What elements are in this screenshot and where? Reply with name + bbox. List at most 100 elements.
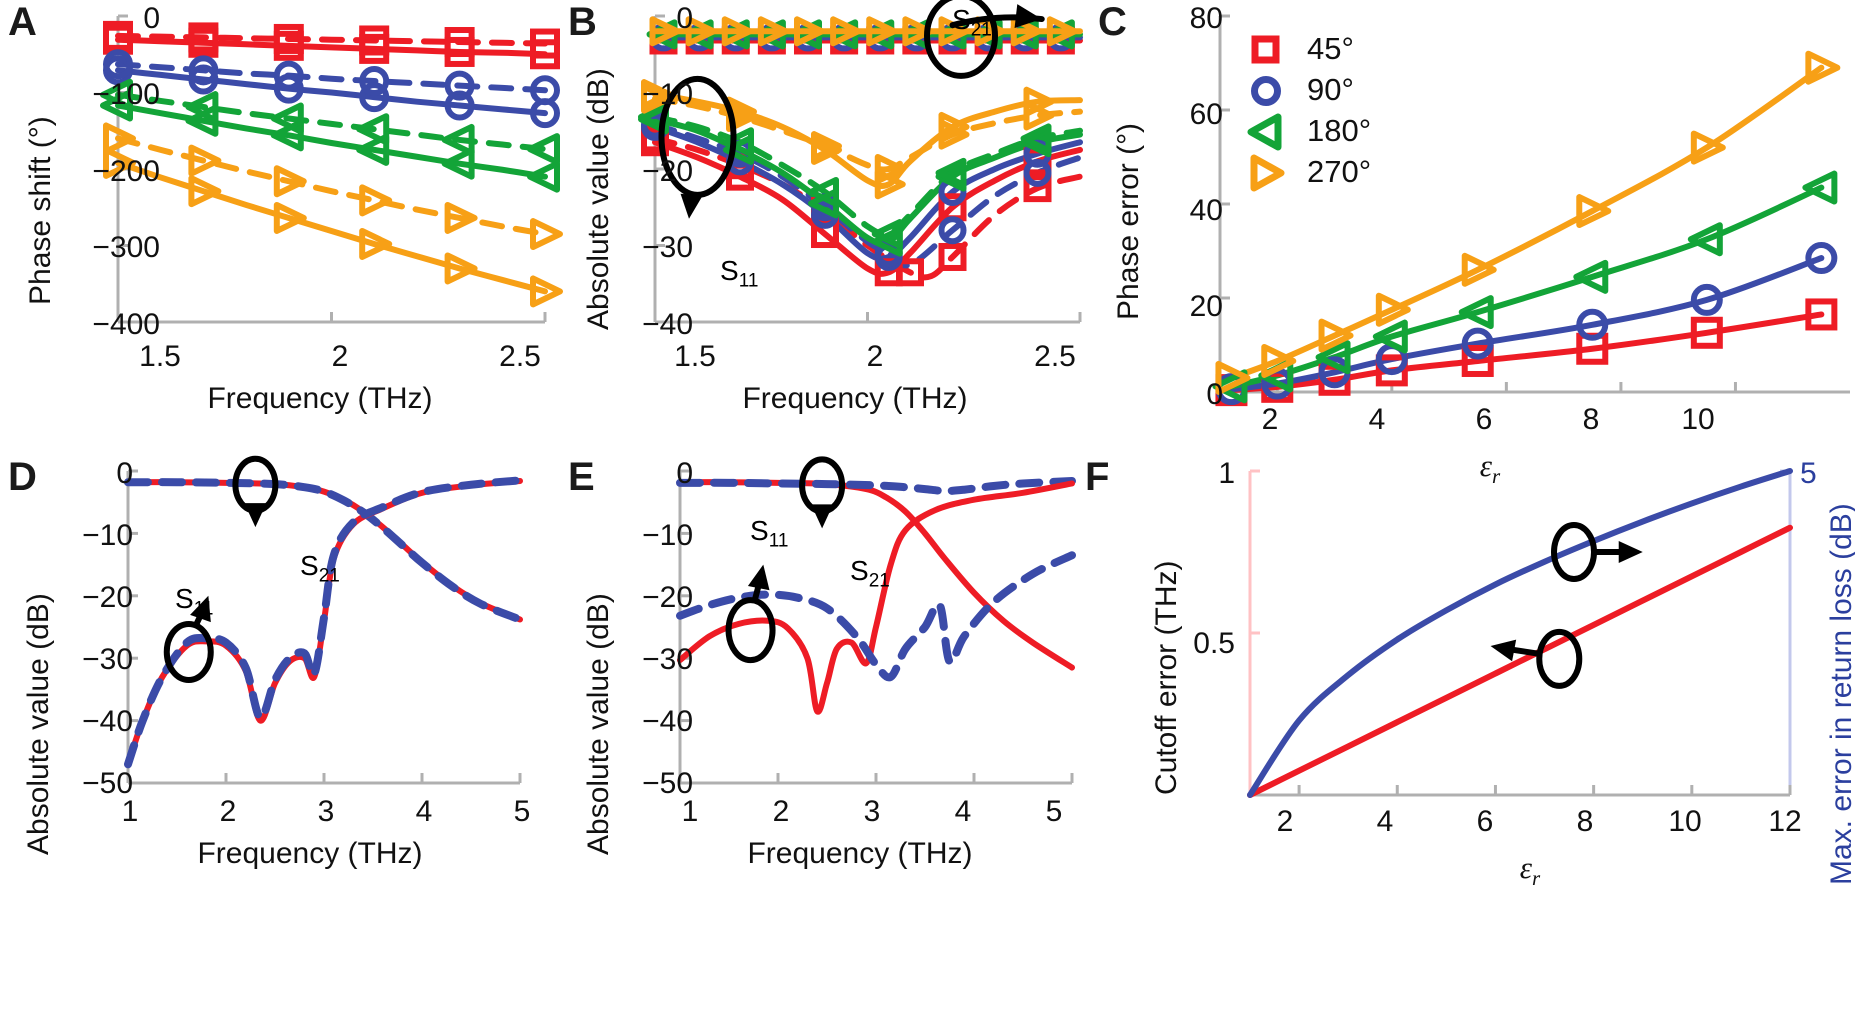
panel-b-ytick-0: 0	[676, 2, 693, 35]
panel-f-xtick-1: 4	[1376, 805, 1394, 838]
panel-d-xtick-3: 4	[415, 795, 433, 828]
panel-b-xtick-0: 1.5	[674, 340, 716, 373]
panel-f-xtick-2: 6	[1476, 805, 1494, 838]
panel-c-xtick-2: 6	[1475, 403, 1493, 436]
panel-a-ytick-4: −400	[92, 308, 160, 341]
panel-c-ytick-0: 0	[1206, 378, 1223, 411]
panel-e-ytick-4: −40	[642, 705, 693, 738]
panel-c-ytick-1: 20	[1189, 290, 1223, 323]
legend-label-90: 90°	[1307, 71, 1354, 107]
panel-f-ylabel-right: Max. error in return loss (dB)	[1825, 503, 1855, 885]
panel-b: B Absolute value (dB) 0 −10 −20 −30 −40 …	[560, 0, 1090, 420]
panel-d-ytick-2: −20	[82, 581, 133, 614]
panel-e-xtick-1: 2	[772, 795, 790, 828]
panel-c-ytick-4: 80	[1189, 2, 1223, 35]
panel-f-xlabel: εr	[1519, 850, 1541, 891]
panel-d-ytick-5: −50	[82, 767, 133, 800]
panel-d: D Absolute value (dB) 0 −10 −20 −30 −40 …	[0, 455, 560, 1033]
panel-e-ytick-5: −50	[642, 767, 693, 800]
panel-e-ytick-3: −30	[642, 643, 693, 676]
panel-e-xtick-3: 4	[954, 795, 972, 828]
panel-e-xtick-2: 3	[863, 795, 881, 828]
panel-f-xtick-0: 2	[1276, 805, 1294, 838]
panel-b-annotation-s11: S11	[720, 255, 759, 292]
panel-e-ytick-2: −20	[642, 581, 693, 614]
panel-a-xtick-1: 2	[331, 340, 349, 373]
panel-e: E Absolute value (dB) 0 −10 −20 −30 −40 …	[560, 455, 1090, 1033]
panel-c-label: C	[1098, 0, 1127, 44]
panel-d-xtick-4: 5	[513, 795, 531, 828]
legend-marker-triangle-right	[1250, 154, 1285, 191]
panel-d-xlabel: Frequency (THz)	[197, 837, 423, 870]
panel-c-xtick-1: 4	[1368, 403, 1386, 436]
panel-d-label: D	[8, 455, 37, 499]
panel-d-ytick-4: −40	[82, 705, 133, 738]
panel-b-xtick-2: 2.5	[1034, 340, 1076, 373]
panel-c-ytick-2: 40	[1189, 194, 1223, 227]
legend-label-180: 180°	[1307, 112, 1372, 148]
panel-e-label: E	[568, 455, 595, 499]
panel-e-annotation-s11: S11	[750, 515, 789, 552]
panel-c-xtick-4: 10	[1681, 403, 1715, 436]
panel-e-xtick-0: 1	[681, 795, 699, 828]
panel-c-xlabel: εr	[1479, 448, 1501, 489]
panel-b-ytick-2: −20	[642, 155, 693, 188]
panel-f-xtick-4: 10	[1668, 805, 1702, 838]
panel-c-xtick-0: 2	[1261, 403, 1279, 436]
panel-a-ytick-2: −200	[92, 155, 160, 188]
panel-f-ytick-left-0p5: 0.5	[1193, 627, 1235, 660]
legend-marker-square	[1251, 35, 1280, 63]
panel-a-xtick-2: 2.5	[499, 340, 541, 373]
panel-a: A Phase shift (°) 0 −100 −200 −300 −400 …	[0, 0, 563, 420]
panel-b-label: B	[568, 0, 597, 44]
panel-e-ytick-0: 0	[676, 457, 693, 490]
panel-f-xtick-5: 12	[1768, 805, 1802, 838]
panel-d-xtick-2: 3	[317, 795, 335, 828]
panel-b-xlabel: Frequency (THz)	[742, 382, 968, 415]
panel-a-ytick-0: 0	[143, 2, 160, 35]
panel-a-label: A	[8, 0, 37, 44]
panel-d-ytick-3: −30	[82, 643, 133, 676]
panel-f-xtick-3: 8	[1576, 805, 1594, 838]
panel-a-xlabel: Frequency (THz)	[207, 382, 433, 415]
legend-label-270: 270°	[1307, 153, 1372, 189]
panel-d-annotation-s11: S11	[175, 583, 214, 620]
panel-b-ytick-1: −10	[642, 78, 693, 111]
panel-e-annotation-s21: S21	[850, 555, 890, 592]
panel-f-ylabel-left: Cutoff error (THz)	[1150, 560, 1183, 795]
panel-e-xlabel: Frequency (THz)	[747, 837, 973, 870]
panel-d-xtick-0: 1	[121, 795, 139, 828]
panel-f-ytick-left-1: 1	[1218, 457, 1235, 490]
legend-marker-circle	[1251, 75, 1281, 106]
panel-c-ytick-3: 60	[1189, 98, 1223, 131]
panel-b-ytick-4: −40	[642, 308, 693, 341]
panel-e-xtick-4: 5	[1045, 795, 1063, 828]
panel-c-plot	[1212, 14, 1850, 407]
panel-b-xtick-1: 2	[866, 340, 884, 373]
panel-b-ytick-3: −30	[642, 231, 693, 264]
panel-b-plot	[638, 0, 1083, 324]
panel-d-ytick-1: −10	[82, 519, 133, 552]
panel-c-legend: 45° 90° 180° 270°	[1245, 28, 1371, 192]
panel-e-plot	[676, 456, 1076, 785]
legend-item-180[interactable]: 180°	[1245, 110, 1371, 151]
panel-d-annotation-s21: S21	[300, 550, 340, 587]
legend-label-45: 45°	[1307, 30, 1354, 66]
panel-c: C Phase error (°) 80 60 40 20 0 2 4 6 8 …	[1090, 0, 1855, 488]
panel-c-xtick-3: 8	[1582, 403, 1600, 436]
legend-item-45[interactable]: 45°	[1245, 28, 1371, 69]
legend-marker-triangle-left	[1247, 113, 1282, 150]
panel-f-label: F	[1085, 455, 1110, 499]
panel-f: F Cutoff error (THz) Max. error in retur…	[1085, 455, 1855, 1033]
legend-item-270[interactable]: 270°	[1245, 151, 1371, 192]
panel-f-ytick-right-5: 5	[1800, 457, 1817, 490]
panel-e-ytick-1: −10	[642, 519, 693, 552]
panel-d-plot	[124, 455, 524, 785]
panel-a-ylabel: Phase shift (°)	[24, 116, 57, 305]
panel-d-ytick-0: 0	[116, 457, 133, 490]
panel-b-annotation-s21: S21	[952, 4, 992, 41]
panel-f-plot	[1247, 468, 1793, 798]
panel-a-xtick-0: 1.5	[139, 340, 181, 373]
legend-item-90[interactable]: 90°	[1245, 69, 1371, 110]
